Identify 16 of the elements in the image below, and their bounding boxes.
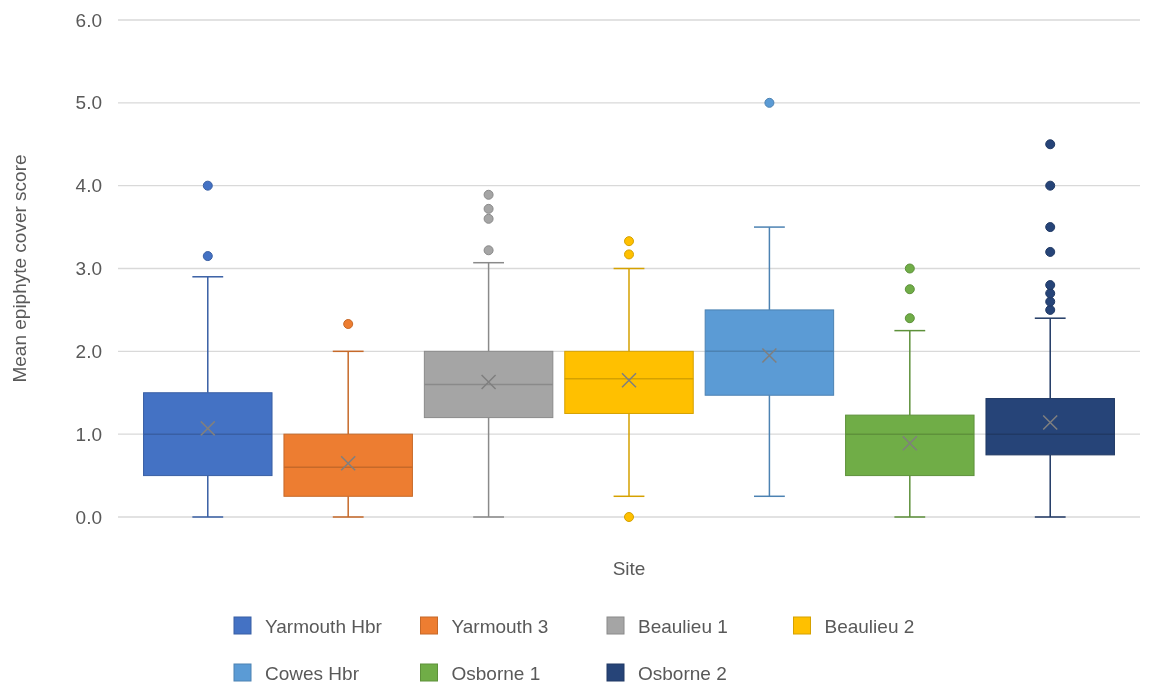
y-tick-label: 5.0 [75, 92, 102, 114]
y-tick-label: 3.0 [75, 258, 102, 280]
legend-label: Osborne 1 [451, 662, 541, 684]
legend-label: Yarmouth Hbr [265, 615, 383, 637]
y-axis-title: Mean epiphyte cover score [9, 154, 30, 383]
x-axis-title: Site [612, 558, 646, 579]
legend-label: Osborne 2 [638, 662, 727, 684]
legend-label: Cowes Hbr [265, 662, 360, 684]
legend-label: Yarmouth 3 [451, 615, 549, 637]
legend-label: Beaulieu 1 [638, 615, 728, 637]
y-tick-label: 2.0 [75, 340, 102, 362]
y-tick-label: 1.0 [75, 423, 102, 445]
legend-label: Beaulieu 2 [824, 615, 915, 637]
y-tick-label: 4.0 [75, 175, 102, 197]
y-tick-label: 6.0 [75, 9, 102, 31]
y-tick-label: 0.0 [75, 506, 102, 528]
